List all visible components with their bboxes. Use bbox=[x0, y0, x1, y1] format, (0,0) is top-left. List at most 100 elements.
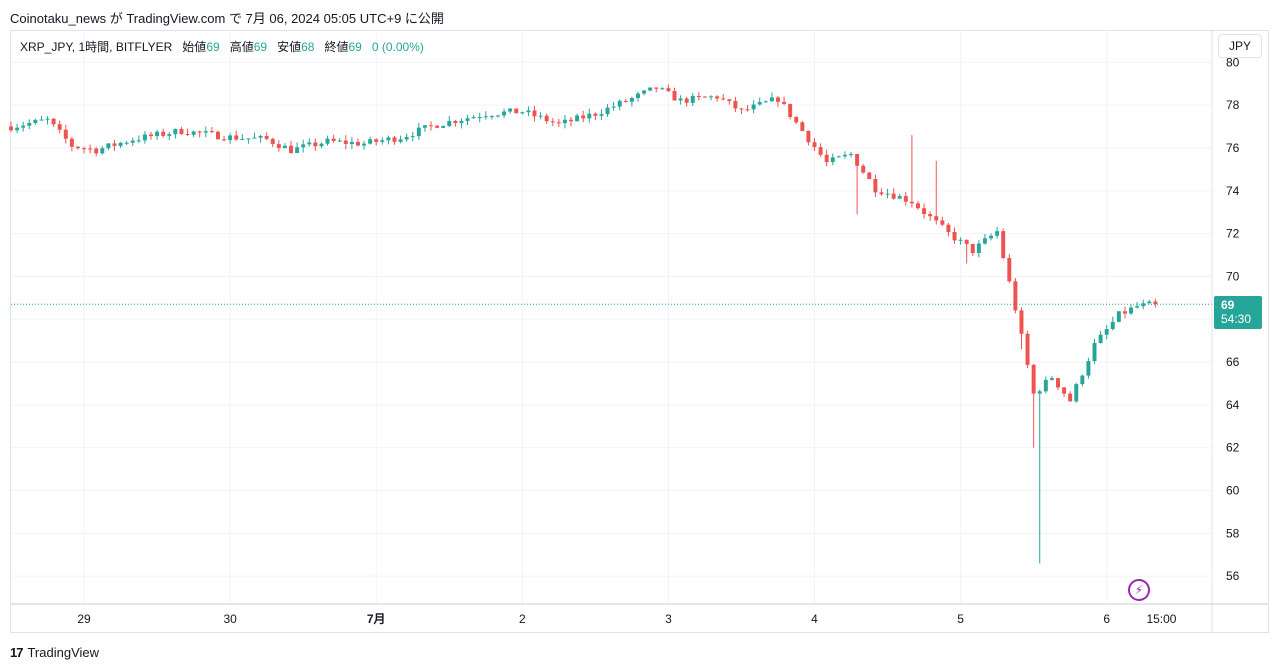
bar-countdown: 54:30 bbox=[1221, 312, 1252, 326]
candle-body bbox=[9, 126, 13, 131]
candle-body bbox=[380, 140, 385, 142]
x-tick-label: 6 bbox=[1103, 612, 1110, 626]
candle-body bbox=[325, 138, 330, 144]
candle-body bbox=[587, 113, 592, 119]
y-tick-label: 66 bbox=[1226, 355, 1240, 369]
candle-body bbox=[21, 125, 26, 128]
candle-body bbox=[197, 131, 202, 133]
candle-body bbox=[946, 224, 951, 232]
candle-body bbox=[94, 148, 99, 154]
candle-body bbox=[118, 142, 123, 146]
candle-body bbox=[392, 137, 397, 142]
candle-body bbox=[508, 108, 513, 112]
candle-body bbox=[155, 131, 160, 137]
x-tick-label: 2 bbox=[519, 612, 526, 626]
candle-body bbox=[495, 115, 500, 117]
candle-body bbox=[112, 143, 117, 146]
candle-body bbox=[441, 125, 446, 128]
candle-body bbox=[1116, 311, 1121, 322]
currency-button[interactable]: JPY bbox=[1218, 34, 1262, 58]
y-tick-label: 60 bbox=[1226, 484, 1240, 498]
y-tick-label: 76 bbox=[1226, 141, 1240, 155]
candle-body bbox=[1037, 391, 1042, 394]
candle-body bbox=[191, 131, 196, 135]
candle-body bbox=[1062, 387, 1067, 394]
candle-body bbox=[82, 148, 87, 150]
candle-body bbox=[1092, 343, 1097, 362]
y-tick-label: 74 bbox=[1226, 184, 1240, 198]
x-tick-label: 4 bbox=[811, 612, 818, 626]
candle-body bbox=[1013, 281, 1018, 311]
candle-body bbox=[934, 216, 939, 221]
candle-body bbox=[733, 100, 738, 109]
candle-body bbox=[788, 103, 793, 118]
candle-body bbox=[636, 93, 640, 99]
candle-body bbox=[532, 110, 537, 117]
candle-body bbox=[240, 138, 245, 140]
candle-body bbox=[51, 118, 56, 125]
y-tick-label: 70 bbox=[1226, 269, 1240, 283]
candle-body bbox=[629, 98, 634, 102]
candle-body bbox=[794, 117, 799, 123]
candle-body bbox=[27, 122, 32, 126]
candle-body bbox=[39, 119, 44, 121]
candle-body bbox=[562, 119, 567, 124]
candle-body bbox=[776, 97, 780, 102]
candle-body bbox=[818, 147, 823, 155]
candle-body bbox=[812, 142, 817, 148]
close-label: 終値 bbox=[324, 40, 349, 54]
candle-body bbox=[1007, 258, 1012, 282]
candle-body bbox=[1068, 393, 1073, 402]
candle-body bbox=[252, 137, 257, 139]
candle-body bbox=[550, 121, 555, 123]
grid-lines bbox=[11, 31, 1212, 604]
change-value: 0 (0.00%) bbox=[371, 40, 424, 54]
candle-body bbox=[867, 172, 872, 179]
candle-body bbox=[928, 214, 933, 217]
candle-body bbox=[1074, 384, 1079, 402]
candle-body bbox=[1122, 311, 1127, 314]
candle-body bbox=[581, 115, 586, 119]
footer-brand[interactable]: 17 TradingView bbox=[10, 645, 99, 660]
candle-body bbox=[922, 208, 927, 215]
candle-body bbox=[45, 118, 50, 120]
candle-body bbox=[149, 134, 153, 137]
candle-body bbox=[958, 239, 963, 241]
x-tick-label: 29 bbox=[77, 612, 91, 626]
candle-body bbox=[842, 154, 847, 157]
candle-body bbox=[477, 117, 482, 119]
candle-body bbox=[362, 143, 367, 146]
candle-body bbox=[982, 238, 987, 244]
candle-body bbox=[806, 130, 811, 143]
candle-body bbox=[69, 138, 74, 147]
candle-body bbox=[435, 125, 440, 128]
candle-body bbox=[666, 88, 671, 92]
open-value: 69 bbox=[206, 40, 220, 54]
candle-body bbox=[124, 142, 129, 144]
candle-body bbox=[489, 116, 494, 118]
lightning-bolt-icon[interactable]: ⚡ bbox=[1128, 579, 1150, 601]
candle-body bbox=[769, 97, 774, 102]
candle-body bbox=[453, 120, 458, 124]
candle-body bbox=[319, 143, 324, 147]
open-label: 始値 bbox=[182, 40, 207, 54]
candle-body bbox=[222, 139, 227, 141]
candle-body bbox=[721, 98, 726, 100]
publish-caption: Coinotaku_news が TradingView.com で 7月 06… bbox=[10, 11, 444, 26]
low-label: 安値 bbox=[277, 40, 302, 54]
candle-body bbox=[1135, 306, 1140, 308]
y-tick-label: 62 bbox=[1226, 441, 1240, 455]
candle-body bbox=[861, 165, 866, 173]
candle-body bbox=[1031, 364, 1036, 394]
candle-body bbox=[301, 144, 306, 148]
candle-body bbox=[276, 144, 281, 149]
candle-body bbox=[471, 117, 476, 119]
candle-body bbox=[142, 134, 147, 141]
candle-body bbox=[374, 139, 379, 142]
chart-frame bbox=[10, 30, 1269, 633]
candle-body bbox=[849, 154, 854, 156]
candle-body bbox=[690, 95, 695, 103]
candle-body bbox=[599, 114, 604, 116]
candle-body bbox=[678, 98, 683, 101]
